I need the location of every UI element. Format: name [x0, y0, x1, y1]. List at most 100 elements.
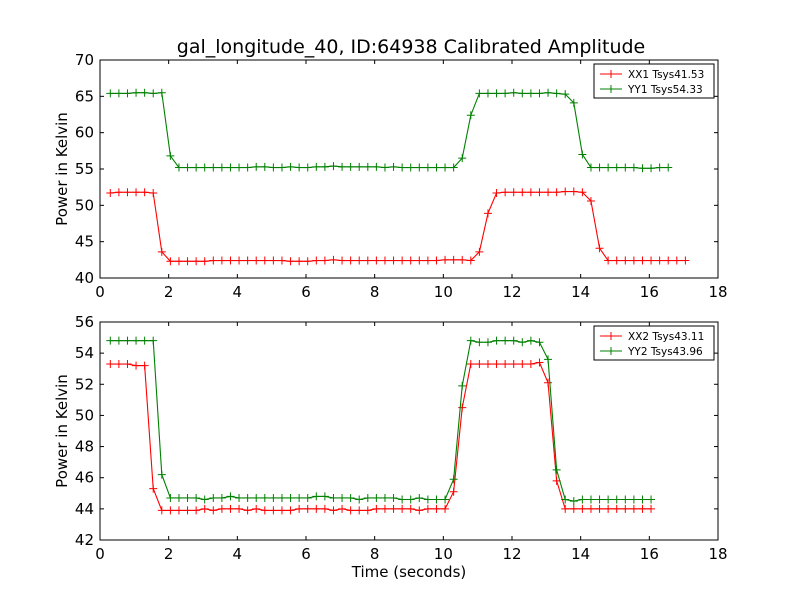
top-series-2-point: [217, 163, 226, 172]
top-x-tick-label: 0: [95, 283, 105, 301]
top-series-2-point: [604, 163, 613, 172]
top-y-tick-label: 40: [75, 269, 94, 287]
top-legend: XX1 Tsys41.53 YY1 Tsys54.33: [593, 63, 715, 99]
bottom-series-1-point: [578, 504, 587, 513]
bottom-series-1-point: [595, 504, 604, 513]
bottom-series-1-point: [621, 504, 630, 513]
bottom-series-1-point: [509, 360, 518, 369]
top-series-1-point: [243, 256, 252, 265]
bottom-series-1-point: [526, 360, 535, 369]
top-y-axis-label: Power in Kelvin: [53, 112, 71, 226]
bottom-series-2-point: [269, 493, 278, 502]
top-series-1-point: [595, 244, 604, 253]
bottom-y-tick-label: 44: [75, 500, 94, 518]
bottom-series-2-point: [286, 493, 295, 502]
bottom-series-1-point: [449, 487, 458, 496]
bottom-x-tick-label: 8: [370, 545, 380, 563]
top-series-1-point: [192, 257, 201, 266]
bottom-series-2-point: [355, 495, 364, 504]
top-series-2-point: [552, 89, 561, 98]
top-x-tick-label: 18: [708, 283, 727, 301]
top-series-1-point: [647, 256, 656, 265]
top-series-1-point: [226, 256, 235, 265]
bottom-series-1-point: [604, 504, 613, 513]
bottom-series-2-point: [526, 336, 535, 345]
top-series-2-point: [647, 164, 656, 173]
top-series-2-point: [406, 163, 415, 172]
bottom-series-1-point: [192, 506, 201, 515]
top-series-1-point: [380, 256, 389, 265]
top-series-1-point: [526, 188, 535, 197]
top-series-1-point: [629, 256, 638, 265]
bottom-series-1-point: [406, 504, 415, 513]
bottom-series-2-point: [166, 493, 175, 502]
top-series-1-point: [329, 255, 338, 264]
top-series-1-point: [235, 256, 244, 265]
top-series-1-point: [612, 256, 621, 265]
top-series-2-point: [432, 163, 441, 172]
bottom-y-tick-label: 42: [75, 531, 94, 549]
bottom-series-2-point: [561, 495, 570, 504]
top-series-1-point: [569, 187, 578, 196]
top-series-1-point: [406, 256, 415, 265]
bottom-x-tick-label: 16: [640, 545, 659, 563]
top-series-2-point: [346, 162, 355, 171]
bottom-series-2-point: [501, 336, 510, 345]
top-series-1-point: [303, 257, 312, 266]
top-series-1-point: [483, 209, 492, 218]
top-series-2-point: [277, 163, 286, 172]
top-series-1-point: [535, 188, 544, 197]
bottom-series-2-point: [518, 338, 527, 347]
top-series-1-point: [149, 188, 158, 197]
top-series-2-point: [123, 89, 132, 98]
bottom-series-2-point: [578, 495, 587, 504]
bottom-series-2-point: [149, 336, 158, 345]
top-series-1-point: [389, 256, 398, 265]
top-series-2-point: [544, 88, 553, 97]
bottom-y-axis-label: Power in Kelvin: [53, 374, 71, 488]
bottom-y-tick-label: 52: [75, 375, 94, 393]
top-series-2-point: [149, 89, 158, 98]
top-series-1-point: [209, 256, 218, 265]
top-series-1-point: [132, 188, 141, 197]
bottom-series-line-2: [110, 340, 652, 502]
bottom-series-1-point: [346, 506, 355, 515]
top-series-1-point: [458, 255, 467, 264]
top-y-tick-label: 65: [75, 87, 94, 105]
top-series-1-point: [252, 256, 261, 265]
top-series-2-point: [106, 89, 115, 98]
bottom-series-1-point: [295, 504, 304, 513]
bottom-series-1-point: [612, 504, 621, 513]
top-series-2-point: [586, 163, 595, 172]
bottom-series-1-point: [398, 504, 407, 513]
top-series-1-point: [509, 188, 518, 197]
bottom-series-2-point: [544, 355, 553, 364]
bottom-series-2-point: [174, 493, 183, 502]
bottom-series-2-point: [114, 336, 123, 345]
bottom-series-2-point: [132, 336, 141, 345]
bottom-series-2-point: [295, 493, 304, 502]
bottom-series-1-point: [466, 360, 475, 369]
top-series-2-point: [415, 163, 424, 172]
bottom-series-2-point: [380, 493, 389, 502]
top-x-tick-label: 14: [571, 283, 590, 301]
bottom-series-1-point: [166, 506, 175, 515]
figure-title: gal_longitude_40, ID:64938 Calibrated Am…: [177, 36, 645, 58]
top-series-2-point: [183, 163, 192, 172]
bottom-series-2-point: [157, 470, 166, 479]
top-series-2-point: [140, 88, 149, 97]
bottom-series-2-point: [312, 492, 321, 501]
top-series-2-point: [174, 163, 183, 172]
bottom-series-2-point: [140, 336, 149, 345]
top-series-2-point: [526, 89, 535, 98]
top-series-2-point: [475, 89, 484, 98]
top-y-tick-label: 50: [75, 196, 94, 214]
top-series-2-point: [286, 162, 295, 171]
bottom-legend-box: [593, 325, 715, 361]
bottom-series-1-point: [260, 506, 269, 515]
bottom-series-2-point: [449, 475, 458, 484]
bottom-series-2-point: [483, 338, 492, 347]
top-series-2-point: [295, 163, 304, 172]
top-series-1-point: [586, 196, 595, 205]
